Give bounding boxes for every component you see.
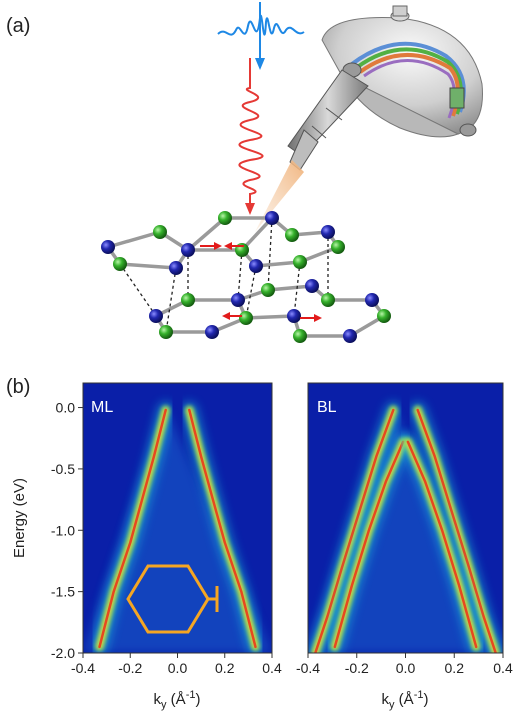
ml-ytick-label: -1.5 <box>51 584 75 600</box>
ml-bands <box>83 402 272 653</box>
ml-band-0-layer-3 <box>98 408 167 649</box>
panel-b-label: (b) <box>6 376 30 398</box>
bl-xtick-label: 0.0 <box>396 660 416 676</box>
bl-axes: -0.4 -0.2 0.0 0.2 0.4 <box>296 653 513 676</box>
ml-xtick-label: 0.0 <box>168 660 188 676</box>
analyzer-icon <box>287 5 483 171</box>
ml-inset-label: ML <box>91 399 113 416</box>
ml-background-glow <box>83 407 272 653</box>
ml-xtick-label: 0.4 <box>262 660 282 676</box>
ml-xtick-label: 0.2 <box>215 660 235 676</box>
bl-xtick-label: 0.2 <box>445 660 465 676</box>
pump-pulse-icon <box>238 58 264 205</box>
bl-x-axis-title: ky (Å-1) <box>382 689 429 711</box>
ml-xtick-label: -0.4 <box>71 660 95 676</box>
bl-xtick-label: -0.4 <box>296 660 320 676</box>
bl-band-1-layer-3 <box>416 408 497 653</box>
interlayer-bonds <box>119 217 329 333</box>
probe-pulse-icon <box>217 14 305 36</box>
phonon-arrows <box>200 242 322 322</box>
arpes-map-bl: BL <box>307 382 504 654</box>
bl-band-2-layer-3 <box>333 440 405 649</box>
ml-ytick-label: -2.0 <box>51 645 75 661</box>
bl-xtick-label: -0.2 <box>345 660 369 676</box>
y-axis-title: Energy (eV) <box>11 478 28 558</box>
ml-x-axis-title: ky (Å-1) <box>154 689 201 711</box>
ml-ytick-label: -0.5 <box>51 461 75 477</box>
ml-xtick-label: -0.2 <box>118 660 142 676</box>
bl-band-0-layer-3 <box>314 408 395 653</box>
lattice-atoms <box>101 211 391 343</box>
arpes-map-ml: ML <box>82 382 273 654</box>
brillouin-zone-icon <box>126 564 219 634</box>
bl-bands <box>308 402 503 653</box>
bl-band-3-layer-3 <box>406 440 478 649</box>
ml-ytick-label: -1.0 <box>51 522 75 538</box>
panel-a-label: (a) <box>6 15 30 37</box>
bl-xtick-label: 0.4 <box>493 660 513 676</box>
ml-ytick-label: 0.0 <box>56 400 76 416</box>
photoemission-cone <box>255 160 304 232</box>
ml-axes: -0.4 -0.2 0.0 0.2 0.4 0.0 -0.5 -1.0 -1.5 -2.0 <box>51 400 282 676</box>
bl-inset-label: BL <box>317 399 337 416</box>
ml-band-1-layer-3 <box>188 408 257 649</box>
experiment-schematic <box>101 2 483 343</box>
